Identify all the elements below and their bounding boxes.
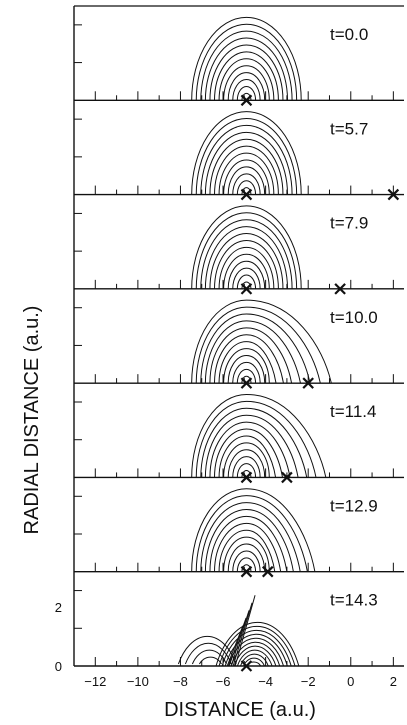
contour-line [192, 300, 332, 383]
panel: t=5.7 [74, 112, 404, 200]
panel: t=10.0 [74, 300, 404, 388]
panel-time-label: t=7.9 [330, 214, 368, 233]
contour-line [224, 443, 270, 478]
contour-line [196, 24, 296, 100]
axes: −12 −10 −8 −6 −4 −2 0 2 0 2 [55, 6, 397, 689]
panel-time-label: t=10.0 [330, 308, 378, 327]
contour-line [233, 457, 260, 478]
panel: t=0.0 [74, 6, 404, 105]
panel-time-label: t=14.3 [330, 591, 378, 610]
contour-line [205, 509, 293, 571]
contour-line [205, 38, 287, 100]
contour-line [233, 174, 260, 195]
contour-line [210, 328, 292, 383]
contour-line [201, 314, 310, 383]
contour-line [196, 213, 296, 289]
contour-line [201, 408, 307, 477]
panel-stack: t=0.0 t=5.7 t=7.9 t=10.0 t=11.4 t=12.9 t=14.3 [74, 6, 404, 671]
contour-line [205, 132, 287, 194]
contour-line [224, 160, 270, 195]
panel-time-label: t=12.9 [330, 496, 378, 515]
panel-time-label: t=11.4 [330, 402, 376, 421]
contour-line [233, 80, 260, 101]
x-tick-label: 2 [390, 674, 397, 689]
panel: t=7.9 [74, 206, 404, 294]
x-tick-label: −4 [258, 674, 273, 689]
contour-line [205, 227, 287, 289]
contour-line [233, 551, 260, 572]
panel: t=11.4 [74, 394, 404, 482]
panel-time-label: t=5.7 [330, 119, 368, 138]
contour-line [224, 537, 270, 572]
x-tick-label: 0 [347, 674, 354, 689]
x-axis-label: DISTANCE (a.u.) [164, 699, 316, 721]
y-tick-label: 0 [55, 659, 62, 674]
x-tick-label: −10 [127, 674, 149, 689]
contour-line [224, 254, 270, 289]
contour-line [196, 119, 296, 195]
x-tick-label: −6 [216, 674, 231, 689]
contour-line [192, 394, 326, 477]
contour-line [233, 362, 260, 383]
x-tick-label: −2 [301, 674, 316, 689]
panel-time-label: t=0.0 [330, 25, 368, 44]
panel: t=14.3 [74, 591, 404, 671]
contour-line [233, 268, 260, 289]
contour-line [224, 66, 270, 101]
y-axis-label: RADIAL DISTANCE (a.u.) [21, 306, 43, 535]
panel: t=12.9 [74, 489, 404, 577]
x-tick-label: −12 [84, 674, 106, 689]
contour-line [224, 349, 270, 384]
x-tick-label: −8 [173, 674, 188, 689]
y-tick-label: 2 [55, 600, 62, 615]
